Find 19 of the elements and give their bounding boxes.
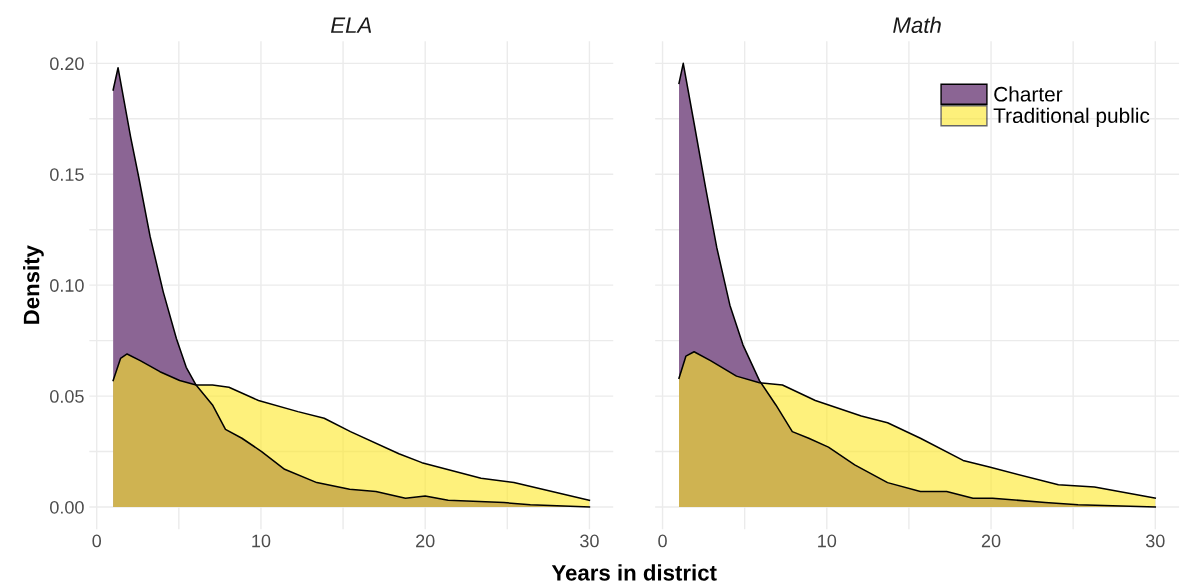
y-tick-label: 0.15 — [50, 168, 84, 181]
x-tick-label: 0 — [92, 534, 102, 548]
legend-label: Traditional public — [993, 107, 1150, 128]
legend-label: Charter — [994, 86, 1063, 102]
y-tick-label: 0.05 — [50, 390, 84, 403]
chart-title: ELA — [330, 17, 372, 33]
x-tick-label: 30 — [1145, 534, 1165, 548]
x-tick-label: 0 — [658, 534, 667, 548]
text: 0.00 — [50, 500, 84, 514]
x-tick-label: 10 — [252, 534, 271, 548]
x-tick-label: 10 — [818, 534, 837, 548]
x-tick-label: 30 — [580, 534, 599, 548]
x-tick-label: 20 — [981, 534, 1001, 548]
x-axis-title: Years in district — [551, 564, 717, 581]
y-axis-title: Density — [23, 245, 44, 324]
x-tick-label: 20 — [416, 534, 435, 548]
chart-title: Math — [893, 16, 941, 34]
y-tick-label: 0.10 — [50, 279, 84, 292]
y-tick-label: 0.20 — [50, 57, 84, 71]
